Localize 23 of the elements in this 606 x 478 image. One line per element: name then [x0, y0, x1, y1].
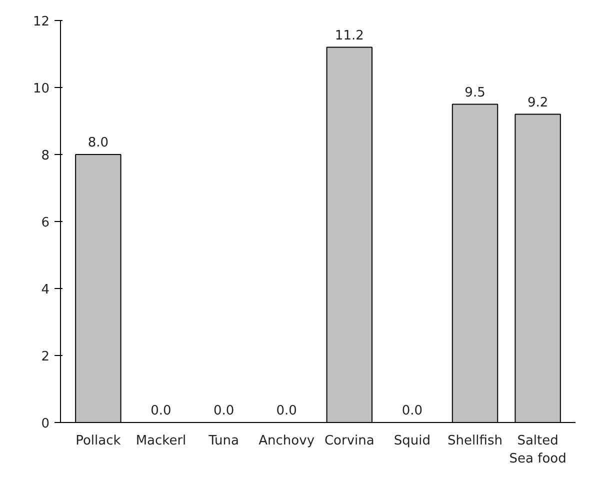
- y-tick-label: 0: [41, 416, 50, 432]
- x-tick-label: Pollack: [76, 434, 122, 448]
- y-tick-label: 8: [41, 148, 50, 164]
- x-tick-label: Salted Sea food: [509, 434, 566, 466]
- data-label: 8.0: [88, 136, 109, 150]
- data-label: 0.0: [276, 404, 297, 418]
- data-label: 0.0: [213, 404, 234, 418]
- x-tick-label: Anchovy: [258, 434, 315, 448]
- data-label: 9.2: [527, 95, 548, 110]
- x-tick-label: Squid: [394, 434, 431, 448]
- y-tick-label: 6: [41, 216, 50, 230]
- data-label: 9.5: [464, 85, 486, 100]
- x-tick-label: Corvina: [324, 434, 374, 448]
- y-tick-label: 4: [41, 282, 50, 298]
- data-label: 0.0: [402, 404, 423, 418]
- data-label: 11.2: [334, 28, 364, 44]
- x-tick-label: Tuna: [208, 434, 240, 448]
- x-tick-label: Mackerl: [136, 434, 186, 448]
- y-tick-label: 10: [32, 82, 50, 96]
- data-label: 0.0: [150, 404, 172, 418]
- y-tick-label: 12: [32, 14, 50, 30]
- y-tick-label: 2: [41, 350, 50, 364]
- x-tick-label: Shellfish: [448, 434, 502, 448]
